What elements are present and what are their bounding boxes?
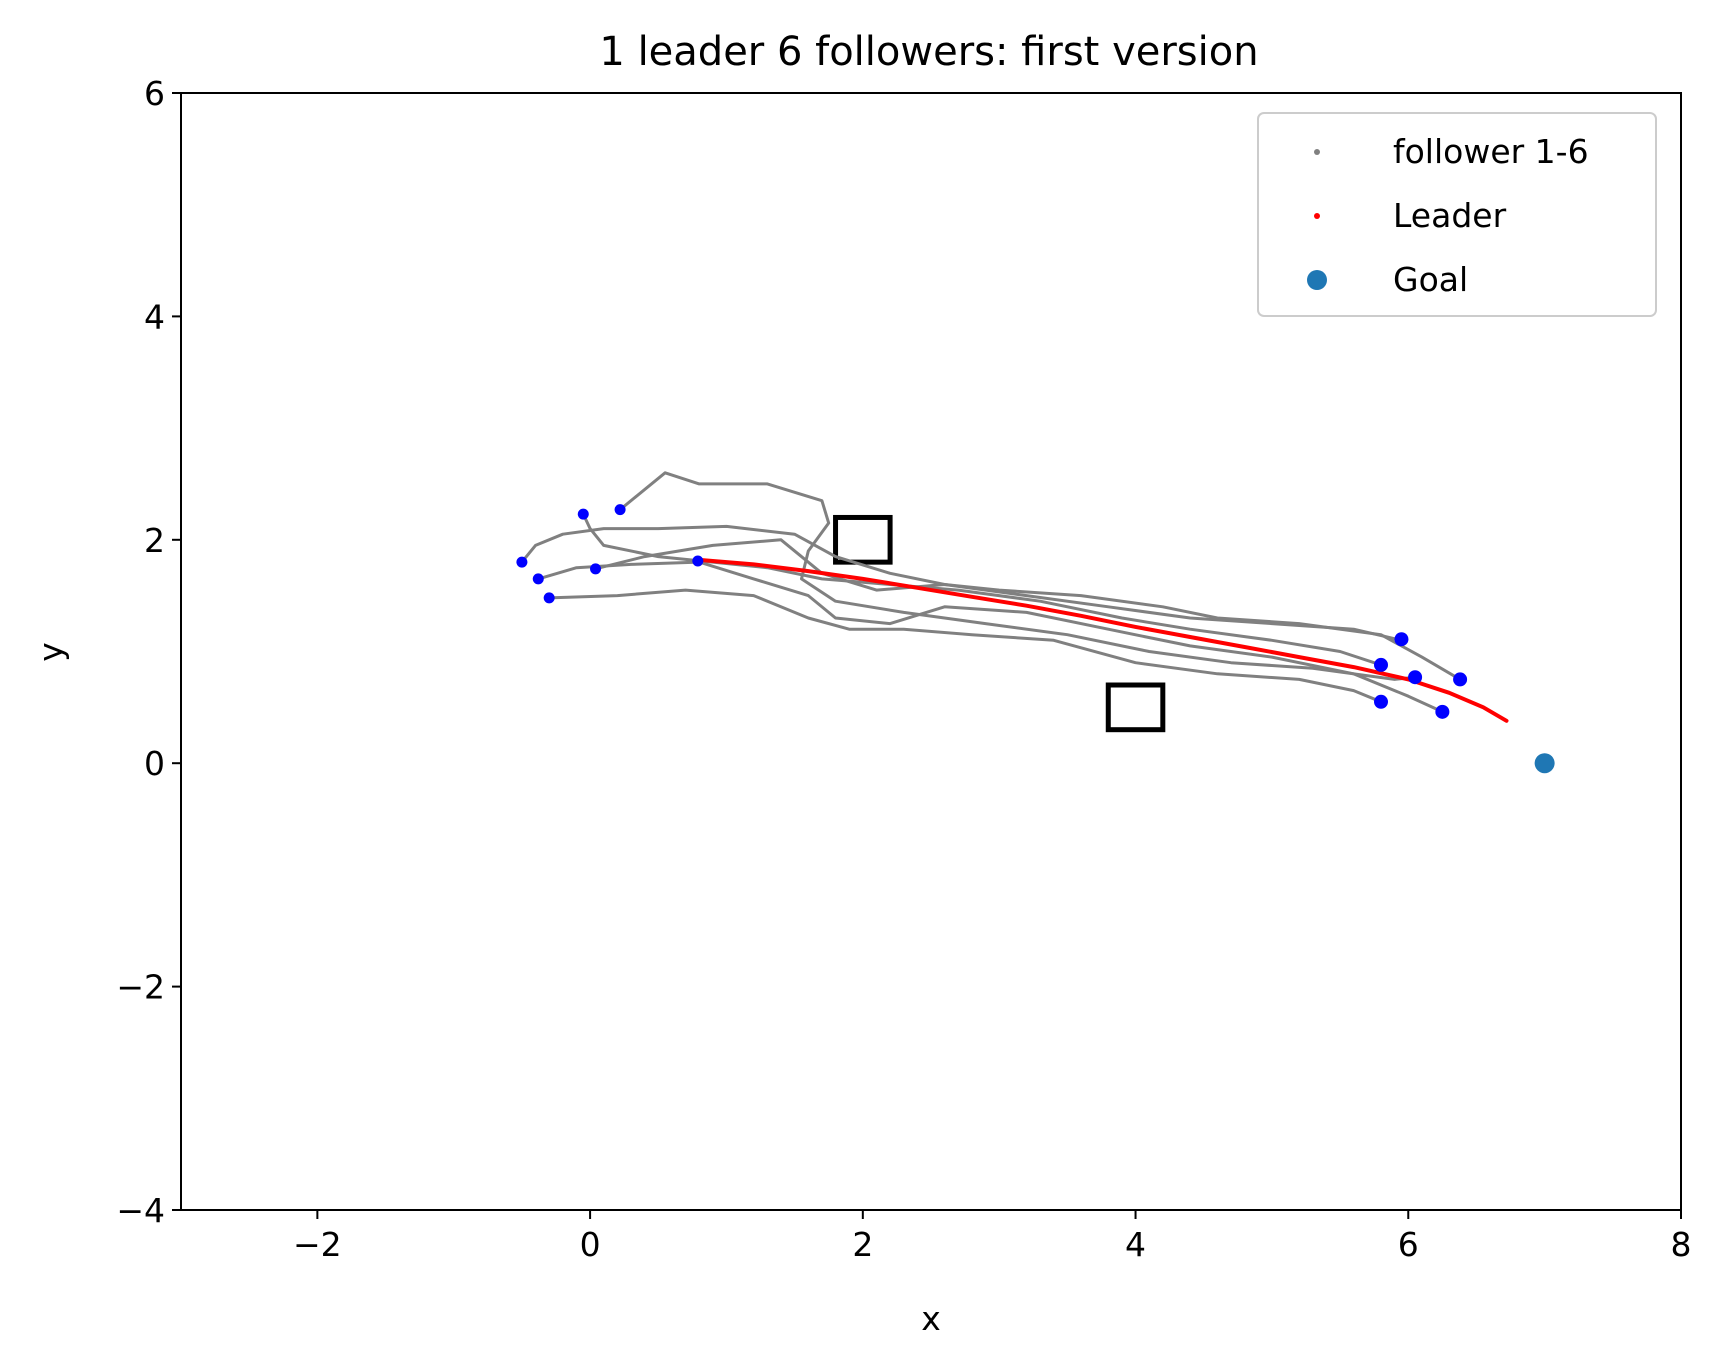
y-tick-label: −4 <box>116 1191 165 1230</box>
robot-end-marker-4 <box>1453 672 1468 687</box>
robot-start-marker-6 <box>614 504 626 516</box>
axis-ticks: −2 0 2 4 6 8 −4 −2 0 2 4 6 <box>116 74 1691 1264</box>
follower-path-2 <box>547 588 1383 704</box>
robot-end-marker-5 <box>1374 694 1388 709</box>
legend-box <box>1257 112 1657 317</box>
robot-start-marker-3 <box>543 592 555 604</box>
plot-frame <box>180 92 1682 1211</box>
y-tick-label: 2 <box>144 521 165 560</box>
x-tick-label: 8 <box>1671 1225 1692 1264</box>
robot-start-marker-1 <box>516 556 528 568</box>
y-tick-label: −2 <box>116 968 165 1007</box>
plot-area <box>516 471 1555 774</box>
goal-point <box>1534 753 1555 774</box>
follower-path-4 <box>618 471 1417 681</box>
leader-path <box>697 557 1509 723</box>
legend-label-follower: follower 1-6 <box>1393 132 1589 171</box>
y-tick-label: 0 <box>144 744 165 783</box>
chart-title: 1 leader 6 followers: first version <box>599 29 1258 75</box>
follower-path-5 <box>536 560 1444 714</box>
legend-label-goal: Goal <box>1393 260 1468 299</box>
legend-marker-goal <box>1307 270 1327 290</box>
legend-marker-leader <box>1314 213 1320 219</box>
legend-label-leader: Leader <box>1393 196 1507 235</box>
legend-marker-follower <box>1314 149 1320 155</box>
robot-start-marker-2 <box>532 573 544 585</box>
x-axis-label: x <box>921 1299 941 1338</box>
y-axis-label: y <box>31 642 70 662</box>
x-tick-label: 6 <box>1398 1225 1419 1264</box>
obstacle-1 <box>833 514 893 565</box>
x-tick-label: 0 <box>580 1225 601 1264</box>
robot-end-marker-6 <box>1435 704 1450 719</box>
legend: follower 1-6 Leader Goal <box>1257 112 1657 317</box>
x-tick-label: 2 <box>852 1225 873 1264</box>
x-tick-label: −2 <box>293 1225 342 1264</box>
robot-start-marker-5 <box>590 563 602 575</box>
follower-path-6 <box>594 538 1462 681</box>
robot-start-marker-7 <box>692 555 704 567</box>
obstacle-2 <box>1105 682 1166 733</box>
robot-end-marker-2 <box>1374 657 1388 672</box>
robot-end-marker-1 <box>1394 632 1409 647</box>
robot-end-marker-3 <box>1408 670 1423 685</box>
y-tick-label: 4 <box>144 297 165 336</box>
x-tick-label: 4 <box>1125 1225 1146 1264</box>
follower-path-1 <box>520 524 1403 642</box>
y-tick-label: 6 <box>144 74 165 113</box>
robot-start-marker-4 <box>577 508 589 520</box>
